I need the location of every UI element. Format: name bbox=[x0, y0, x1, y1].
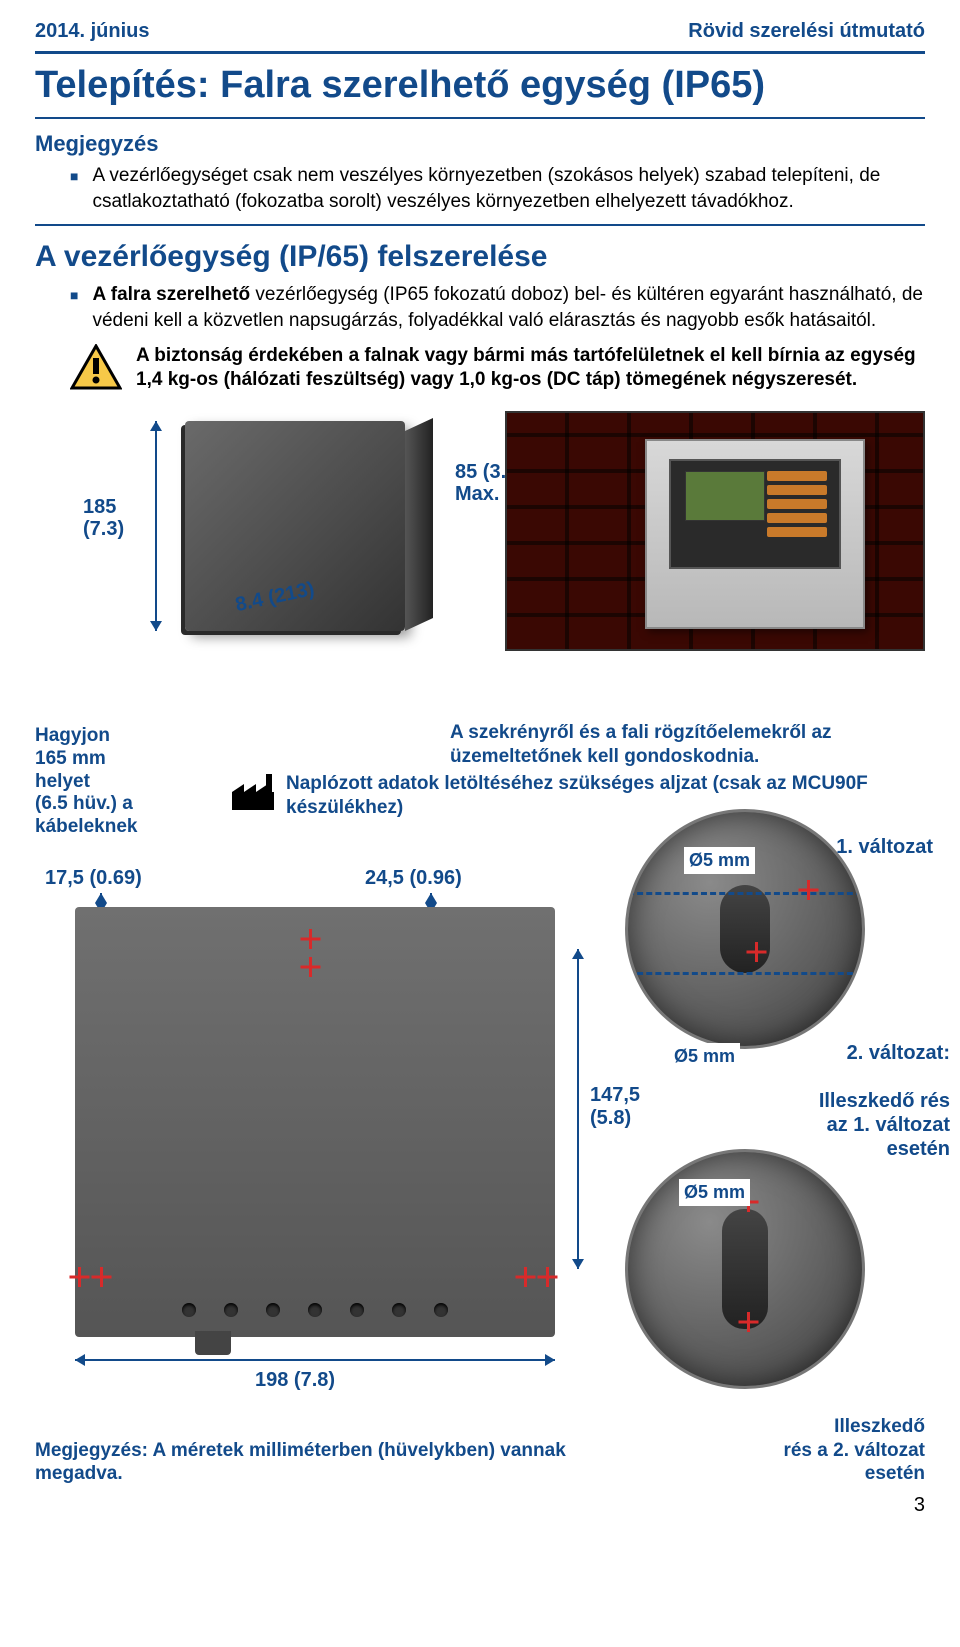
cable-space-note: Hagyjon 165 mm helyet (6.5 hüv.) a kábel… bbox=[35, 721, 200, 839]
variant-1-label: 1. változat bbox=[836, 835, 933, 859]
dim-arrow-height bbox=[155, 421, 157, 631]
rule-1 bbox=[35, 117, 925, 119]
socket-row: Naplózott adatok letöltéséhez szükséges … bbox=[230, 772, 925, 820]
back-plate bbox=[75, 907, 555, 1337]
red-cross-icon bbox=[537, 1267, 557, 1287]
fit2-label: Illeszkedő rés a 2. változat esetén bbox=[783, 1415, 925, 1486]
zoom-variant-1 bbox=[625, 809, 865, 1049]
rule-top bbox=[35, 51, 925, 54]
units-note: Megjegyzés: A méretek milliméterben (hüv… bbox=[35, 1439, 635, 1487]
dim-center-offset: 24,5 (0.96) bbox=[365, 867, 462, 890]
red-cross-icon bbox=[515, 1267, 535, 1287]
note-text: A vezérlőegységet csak nem veszélyes kör… bbox=[92, 163, 925, 214]
hole-dia-1: Ø5 mm bbox=[684, 847, 755, 874]
section-text: A falra szerelhető vezérlőegység (IP65 f… bbox=[92, 282, 925, 333]
keyhole-slot bbox=[722, 1209, 768, 1329]
enclosure-note: A szekrényről és a fali rögzítőelemekről… bbox=[450, 721, 925, 769]
panel-face bbox=[669, 459, 841, 569]
hole-dia-2: Ø5 mm bbox=[669, 1043, 740, 1070]
red-cross-icon bbox=[746, 942, 766, 962]
red-cross-icon bbox=[69, 1267, 89, 1287]
warning-text: A biztonság érdekében a falnak vagy bárm… bbox=[136, 344, 925, 393]
dim-arrow-slot bbox=[577, 949, 579, 1269]
page-title: Telepítés: Falra szerelhető egység (IP65… bbox=[35, 64, 925, 107]
dim-slot-height: 147,5 (5.8) bbox=[590, 1084, 640, 1130]
right-notes: A szekrényről és a fali rögzítőelemekről… bbox=[200, 721, 925, 820]
header-date: 2014. június bbox=[35, 20, 150, 43]
note-bullet: ■ A vezérlőegységet csak nem veszélyes k… bbox=[70, 163, 925, 214]
section-heading: A vezérlőegység (IP/65) felszerelése bbox=[35, 240, 925, 274]
red-cross-icon bbox=[300, 929, 320, 949]
warning-block: A biztonság érdekében a falnak vagy bárm… bbox=[70, 344, 925, 393]
panel-buttons bbox=[767, 471, 827, 551]
mounting-diagram: Ø5 mm 1. változat 17,5 (0.69) 24,5 (0.96… bbox=[35, 849, 925, 1409]
cable-gland bbox=[195, 1331, 231, 1355]
dim-left-offset: 17,5 (0.69) bbox=[45, 867, 142, 890]
dim-height: 185 (7.3) bbox=[83, 496, 124, 540]
socket-note: Naplózott adatok letöltéséhez szükséges … bbox=[286, 772, 925, 820]
dim-arrow-width bbox=[75, 1359, 555, 1361]
red-cross-icon bbox=[798, 880, 818, 900]
vent-holes bbox=[115, 1303, 515, 1321]
hole-dia-3: Ø5 mm bbox=[679, 1179, 750, 1206]
bold-prefix: A falra szerelhető bbox=[92, 284, 250, 305]
warning-triangle-icon bbox=[70, 344, 122, 390]
factory-icon bbox=[230, 772, 276, 812]
device-diagram: 185 (7.3) 8.4 (213) 85 (3.3) Max. bbox=[35, 411, 925, 711]
footer-row: Megjegyzés: A méretek milliméterben (hüv… bbox=[35, 1415, 925, 1486]
page-header: 2014. június Rövid szerelési útmutató bbox=[35, 20, 925, 43]
panel-screen bbox=[685, 471, 765, 521]
fit1-label: Illeszkedő rés az 1. változat esetén bbox=[819, 1089, 950, 1161]
red-cross-icon bbox=[738, 1312, 758, 1332]
square-bullet-icon: ■ bbox=[70, 287, 78, 333]
section-bullet: ■ A falra szerelhető vezérlőegység (IP65… bbox=[70, 282, 925, 333]
mounted-panel bbox=[645, 439, 865, 629]
header-doctype: Rövid szerelési útmutató bbox=[688, 20, 925, 43]
dim-overall-width: 198 (7.8) bbox=[255, 1369, 335, 1392]
note-heading: Megjegyzés bbox=[35, 131, 925, 157]
page-number: 3 bbox=[35, 1494, 925, 1517]
red-cross-icon bbox=[91, 1267, 111, 1287]
dash-line bbox=[628, 972, 862, 975]
red-cross-icon bbox=[300, 957, 320, 977]
rule-2 bbox=[35, 224, 925, 226]
square-bullet-icon: ■ bbox=[70, 168, 78, 214]
dash-line bbox=[628, 892, 862, 895]
variant-2-label: 2. változat: bbox=[847, 1041, 950, 1065]
